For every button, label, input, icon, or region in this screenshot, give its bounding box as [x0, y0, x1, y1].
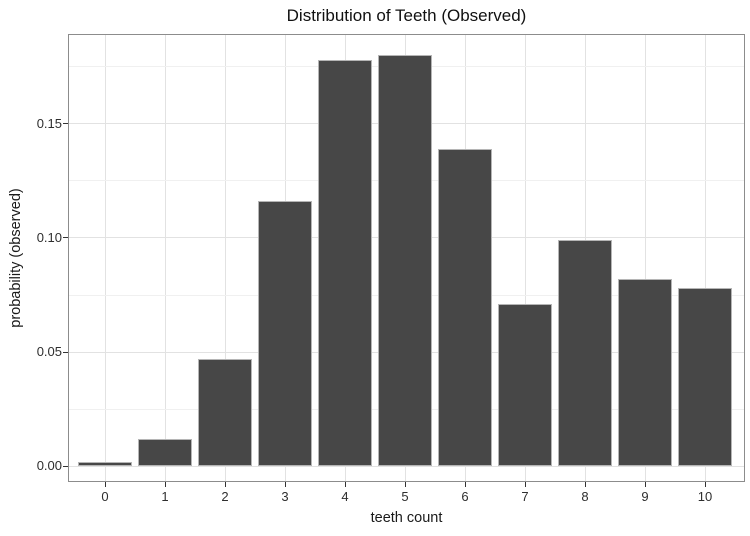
x-tick-label: 2: [221, 489, 229, 504]
y-tick: [63, 351, 68, 353]
bar-10: [678, 288, 732, 467]
x-tick: [704, 482, 706, 487]
x-tick: [584, 482, 586, 487]
x-tick: [644, 482, 646, 487]
bar-1: [138, 439, 192, 467]
x-tick-label: 7: [521, 489, 529, 504]
y-tick-label: 0.15: [36, 115, 62, 131]
x-tick: [224, 482, 226, 487]
y-axis-title: probability (observed): [8, 188, 24, 328]
x-tick-label: 8: [581, 489, 589, 504]
x-tick: [464, 482, 466, 487]
bar-3: [258, 201, 312, 467]
bar-2: [198, 359, 252, 467]
vertical-gridline: [164, 34, 166, 482]
chart-title: Distribution of Teeth (Observed): [286, 6, 527, 25]
x-tick-label: 0: [101, 489, 109, 504]
bar-9: [618, 279, 672, 467]
x-tick: [104, 482, 106, 487]
x-tick-label: 1: [161, 489, 169, 504]
bar-7: [498, 304, 552, 467]
bar-4: [318, 59, 372, 467]
bar-8: [558, 240, 612, 467]
x-tick: [284, 482, 286, 487]
x-tick-label: 6: [461, 489, 469, 504]
y-tick-label: 0.10: [36, 229, 62, 245]
x-tick: [524, 482, 526, 487]
vertical-gridline: [104, 34, 106, 482]
x-tick: [164, 482, 166, 487]
bar-0: [78, 461, 132, 467]
y-tick: [63, 123, 68, 125]
x-tick: [344, 482, 346, 487]
bar-6: [438, 148, 492, 467]
x-axis-title: teeth count: [370, 510, 443, 526]
y-tick-label: 0.00: [36, 458, 62, 474]
x-tick-label: 9: [641, 489, 649, 504]
x-tick-label: 5: [401, 489, 409, 504]
x-tick-label: 4: [341, 489, 349, 504]
bar-5: [378, 55, 432, 467]
y-tick: [63, 465, 68, 467]
x-tick-label: 10: [697, 489, 713, 504]
x-tick: [404, 482, 406, 487]
y-tick: [63, 237, 68, 239]
plot-panel: [68, 34, 745, 482]
x-tick-label: 3: [281, 489, 289, 504]
y-tick-label: 0.05: [36, 344, 62, 360]
